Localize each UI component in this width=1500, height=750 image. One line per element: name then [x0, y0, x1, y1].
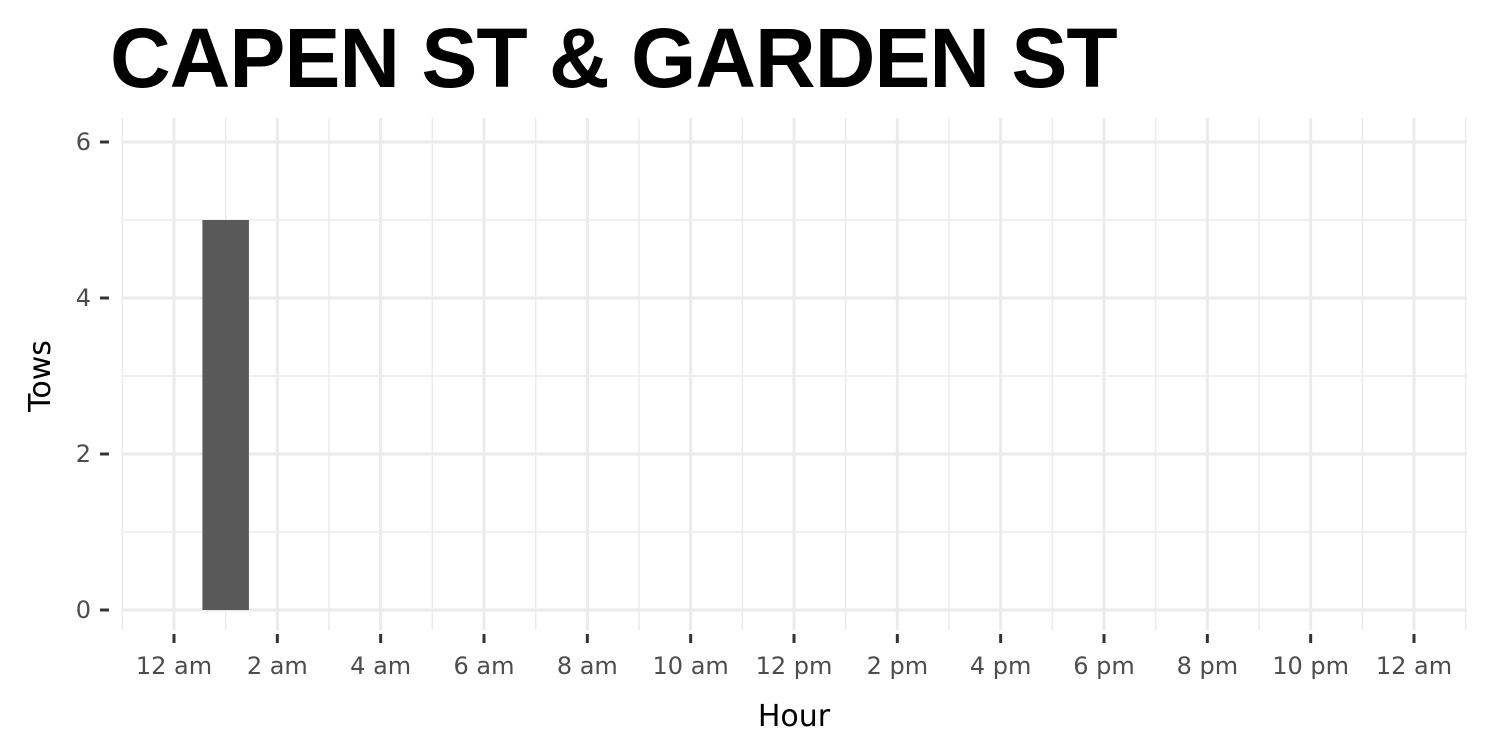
x-axis-title: Hour: [758, 699, 831, 734]
y-tick-label: 6: [76, 128, 91, 156]
y-axis: 0 2 4 6: [76, 128, 109, 624]
x-tick-label: 4 pm: [970, 652, 1032, 680]
bars: [202, 220, 249, 610]
x-tick-label: 2 am: [247, 652, 308, 680]
bar: [202, 220, 249, 610]
chart-title: CAPEN ST & GARDEN ST: [110, 11, 1118, 105]
x-tick-label: 6 pm: [1073, 652, 1135, 680]
x-tick-label: 8 pm: [1177, 652, 1239, 680]
x-tick-label: 6 am: [454, 652, 515, 680]
x-tick-label: 12 am: [136, 652, 212, 680]
y-tick-label: 0: [76, 596, 91, 624]
x-tick-label: 4 am: [350, 652, 411, 680]
x-tick-label: 12 am: [1376, 652, 1452, 680]
x-tick-label: 8 am: [557, 652, 618, 680]
x-tick-label: 10 am: [653, 652, 729, 680]
grid-lines: [121, 118, 1467, 630]
x-axis: 12 am 2 am 4 am 6 am 8 am 10 am 12 pm 2 pm 4 pm 6…: [136, 634, 1452, 680]
x-tick-label: 2 pm: [867, 652, 929, 680]
y-axis-title: Tows: [23, 340, 58, 413]
x-tick-label: 12 pm: [756, 652, 833, 680]
x-tick-label: 10 pm: [1272, 652, 1349, 680]
y-tick-label: 4: [76, 284, 91, 312]
y-tick-label: 2: [76, 440, 91, 468]
